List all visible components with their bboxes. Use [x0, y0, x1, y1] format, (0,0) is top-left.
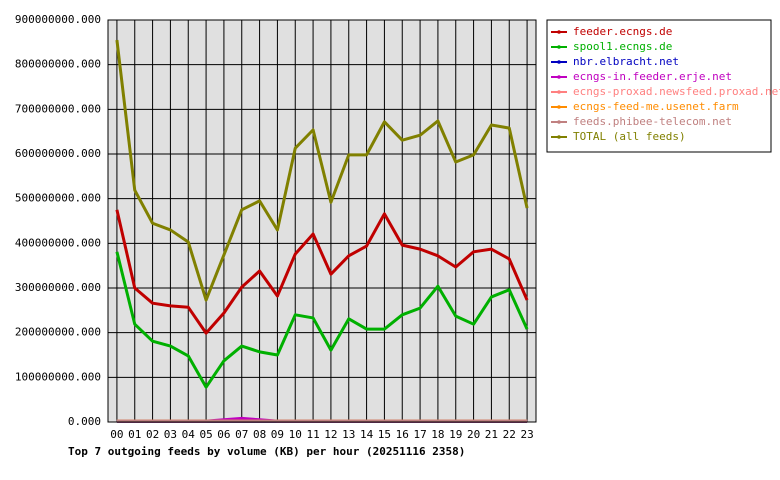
x-tick-label: 14 [360, 428, 374, 441]
y-tick-label: 200000000.000 [15, 326, 101, 339]
plot-frame [107, 19, 537, 423]
y-tick-label: 800000000.000 [15, 58, 101, 71]
plot-area [108, 20, 536, 422]
x-tick-label: 10 [289, 428, 302, 441]
legend-label: TOTAL (all feeds) [573, 130, 686, 143]
legend-marker [557, 75, 561, 79]
legend-label: spool1.ecngs.de [573, 40, 672, 53]
legend-marker [557, 90, 561, 94]
legend-label: nbr.elbracht.net [573, 55, 679, 68]
x-tick-label: 08 [253, 428, 266, 441]
x-tick-label: 06 [217, 428, 230, 441]
legend-label: feeds.phibee-telecom.net [573, 115, 732, 128]
x-tick-label: 18 [431, 428, 444, 441]
x-tick-label: 20 [467, 428, 480, 441]
chart-title: Top 7 outgoing feeds by volume (KB) per … [68, 445, 465, 458]
y-tick-label: 0.000 [68, 415, 101, 428]
x-tick-label: 19 [449, 428, 462, 441]
y-tick-label: 100000000.000 [15, 370, 101, 383]
x-tick-label: 09 [271, 428, 284, 441]
legend-marker [557, 135, 561, 139]
legend-marker [557, 105, 561, 109]
legend-label: feeder.ecngs.de [573, 25, 672, 38]
x-tick-label: 07 [235, 428, 248, 441]
y-tick-label: 900000000.000 [15, 13, 101, 26]
x-tick-label: 15 [378, 428, 391, 441]
y-tick-label: 500000000.000 [15, 192, 101, 205]
legend-label: ecngs-in.feeder.erje.net [573, 70, 732, 83]
legend-box [546, 19, 772, 153]
x-tick-label: 23 [520, 428, 533, 441]
x-tick-label: 11 [306, 428, 319, 441]
x-tick-label: 21 [485, 428, 498, 441]
x-tick-label: 02 [146, 428, 159, 441]
x-tick-label: 01 [128, 428, 141, 441]
legend-marker [557, 45, 561, 49]
x-tick-label: 12 [324, 428, 337, 441]
x-tick-label: 22 [503, 428, 516, 441]
x-tick-label: 13 [342, 428, 355, 441]
y-tick-label: 400000000.000 [15, 236, 101, 249]
y-tick-label: 600000000.000 [15, 147, 101, 160]
x-tick-label: 16 [396, 428, 409, 441]
legend-label: ecngs-feed-me.usenet.farm [573, 100, 739, 113]
series-line [115, 39, 529, 302]
x-tick-label: 00 [110, 428, 123, 441]
y-tick-label: 300000000.000 [15, 281, 101, 294]
legend-marker [557, 30, 561, 34]
legend-marker [557, 120, 561, 124]
series-line [115, 209, 529, 335]
x-tick-label: 17 [413, 428, 426, 441]
x-tick-label: 04 [182, 428, 196, 441]
y-tick-label: 700000000.000 [15, 102, 101, 115]
legend-marker [557, 60, 561, 64]
x-tick-label: 03 [164, 428, 177, 441]
series-line [115, 251, 529, 389]
legend-label: ecngs-proxad.newsfeed.proxad.net [573, 85, 780, 98]
legend: feeder.ecngs.de spool1.ecngs.de nbr.elbrac… [551, 25, 780, 143]
x-tick-label: 05 [199, 428, 212, 441]
